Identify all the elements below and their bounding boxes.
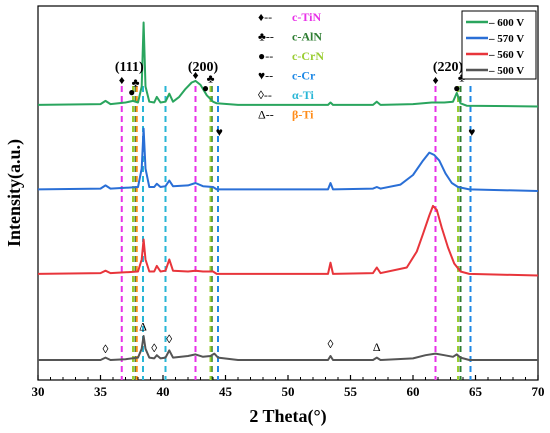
peak-marker: ♣	[207, 71, 215, 85]
phase-legend-symbol: ●--	[258, 49, 273, 63]
plane-annotations: (111) (200) (220)	[115, 60, 464, 75]
peak-marker: ◊	[103, 342, 109, 356]
series-line-500v	[38, 335, 538, 361]
x-tick-label: 30	[32, 384, 45, 399]
phase-legend-symbol: ◊--	[258, 88, 272, 102]
series-legend-label: – 600 V	[488, 17, 524, 29]
x-tick-label: 45	[219, 384, 233, 399]
phase-legend-symbol: Δ--	[258, 108, 274, 122]
plane-label: (220)	[433, 60, 464, 75]
series-legend: – 600 V – 570 V – 560 V – 500 V	[461, 10, 537, 80]
phase-legend-symbol: ♥--	[258, 69, 273, 83]
phase-legend-label: c-TiN	[292, 10, 321, 24]
peak-marker: ♦	[432, 73, 438, 87]
reference-lines	[120, 86, 472, 380]
phase-legend-label: β-Ti	[292, 108, 314, 122]
plane-label: (200)	[188, 60, 219, 75]
phase-legend-symbol: ♣--	[258, 30, 274, 44]
phase-legend: ♦-- c-TiN ♣-- c-AlN ●-- c-CrN ♥-- c-Cr ◊-- α-Ti Δ-…	[258, 10, 324, 122]
peak-marker: Δ	[373, 340, 381, 354]
peak-marker: ♦	[192, 68, 198, 82]
phase-legend-label: α-Ti	[292, 88, 314, 102]
x-axis: 30 35 40 45 50 55 60 65 70	[32, 375, 545, 399]
x-tick-label: 60	[407, 384, 420, 399]
phase-legend-label: c-AlN	[292, 30, 322, 44]
x-tick-label: 65	[469, 384, 483, 399]
series-layer	[37, 21, 539, 361]
peak-marker: ◊	[151, 341, 157, 355]
x-tick-label: 70	[532, 384, 545, 399]
series-line-570v	[37, 127, 539, 192]
peak-marker: ♦	[119, 73, 125, 87]
series-legend-label: – 500 V	[488, 65, 524, 77]
peak-marker: ♥	[216, 125, 223, 139]
phase-legend-symbol: ♦--	[258, 10, 272, 24]
x-tick-label: 35	[94, 384, 108, 399]
x-tick-label: 40	[157, 384, 170, 399]
y-axis-label: Intensity(a.u.)	[4, 139, 25, 247]
peak-marker: ♣	[132, 75, 140, 89]
series-legend-label: – 570 V	[488, 33, 524, 45]
x-axis-label: 2 Theta(°)	[249, 406, 326, 427]
series-legend-label: – 560 V	[488, 49, 524, 61]
peak-marker: ♥	[468, 125, 475, 139]
peak-marker: ●	[453, 81, 460, 95]
peak-markers: ♦●♣♦●♣♥♦●♣♥◊Δ◊◊◊Δ	[103, 68, 476, 356]
phase-legend-label: c-Cr	[292, 69, 316, 83]
series-line-560v	[37, 204, 539, 277]
peak-marker: ◊	[166, 332, 172, 346]
series-line-600v	[37, 21, 539, 108]
plane-label: (111)	[115, 60, 144, 75]
x-tick-label: 55	[344, 384, 358, 399]
phase-legend-label: c-CrN	[292, 49, 324, 63]
peak-marker: ◊	[328, 337, 334, 351]
x-tick-label: 50	[282, 384, 295, 399]
peak-marker: ●	[202, 81, 209, 95]
peak-marker: Δ	[139, 319, 147, 333]
peak-marker: ●	[128, 85, 135, 99]
